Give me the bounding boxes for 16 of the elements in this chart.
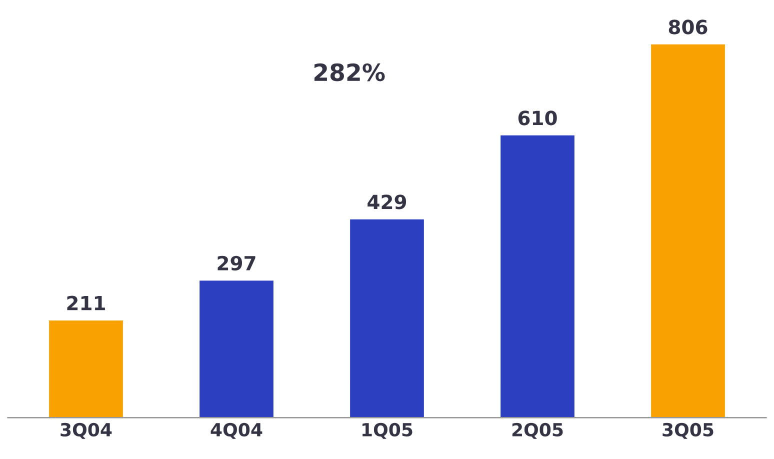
bar: [499, 134, 576, 418]
data-label: 610: [518, 110, 557, 126]
bar: [198, 279, 275, 418]
data-label: 211: [67, 296, 105, 310]
x-tick-label: 4Q04: [210, 422, 262, 439]
bar: [650, 42, 726, 418]
data-label: 297: [218, 256, 256, 271]
bar: [48, 319, 124, 418]
x-tick-label: 1Q05: [362, 422, 412, 439]
x-tick-label: 3Q05: [662, 422, 714, 439]
x-tick-label: 3Q04: [60, 422, 112, 439]
annotation: 282%: [314, 63, 385, 82]
data-label: 806: [668, 20, 708, 34]
x-tick-label: 2Q05: [512, 422, 563, 439]
bar: [348, 218, 426, 418]
data-label: 429: [368, 194, 406, 210]
